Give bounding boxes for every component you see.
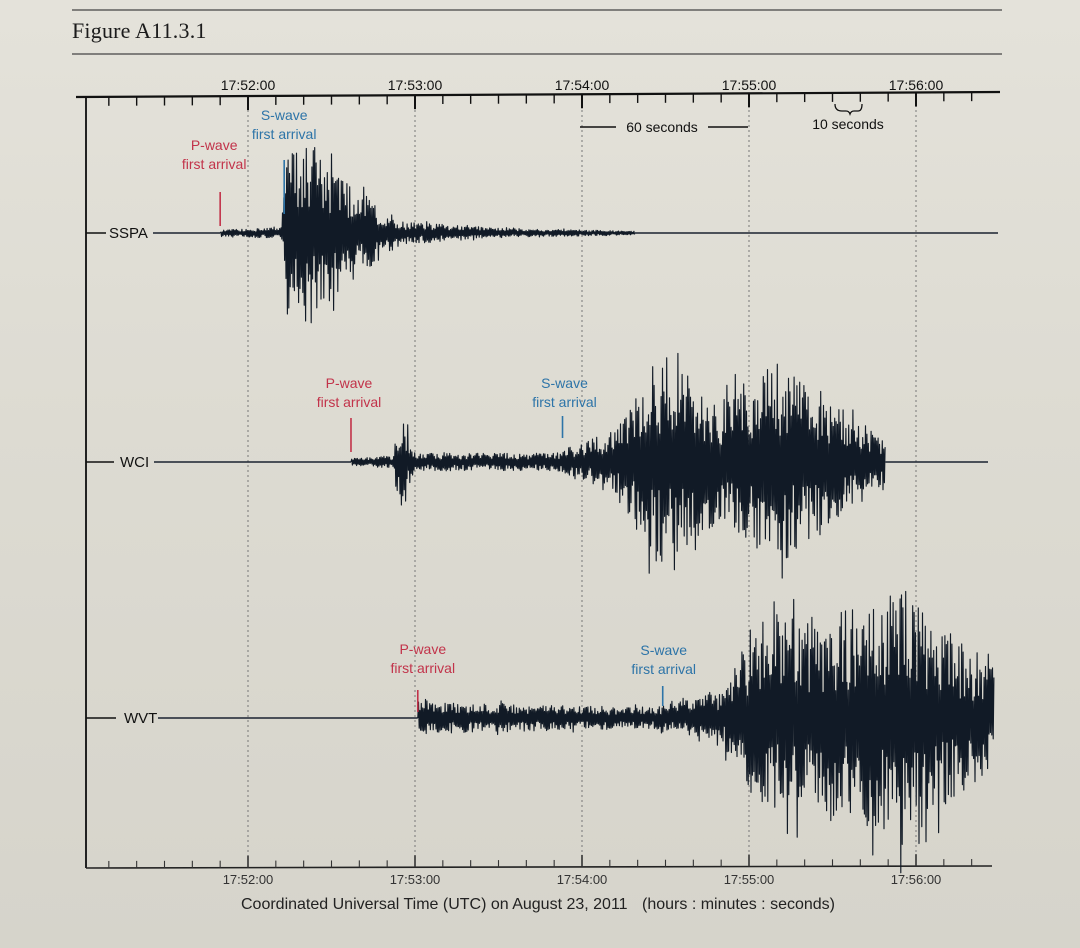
s-wave-label-wvt-0: S-wave: [640, 642, 687, 658]
x-axis-units: (hours : minutes : seconds): [642, 896, 835, 913]
p-wave-label-wvt-0: P-wave: [399, 641, 446, 657]
p-wave-label-sspa-1: first arrival: [182, 156, 247, 172]
ten-seconds-brace: [834, 103, 863, 117]
bottom-tick-label-3: 17:55:00: [724, 872, 775, 887]
station-label-wci: WCI: [120, 454, 149, 471]
s-wave-label-sspa-1: first arrival: [252, 126, 317, 142]
x-axis-title: Coordinated Universal Time (UTC) on Augu…: [241, 896, 628, 913]
axis-ticks: [108, 92, 973, 868]
top-tick-label-4: 17:56:00: [889, 77, 944, 93]
seismic-traces: SSPA WCI WVT: [86, 147, 998, 874]
ten-seconds-scale: 10 seconds: [812, 103, 884, 132]
trace-group-wci: WCI: [86, 352, 988, 579]
top-tick-label-3: 17:55:00: [722, 77, 777, 93]
seismic-trace-wvt: [417, 590, 995, 874]
top-time-axis: [75, 90, 1001, 99]
s-wave-label-sspa-0: S-wave: [261, 107, 308, 123]
s-wave-label-wci-1: first arrival: [532, 394, 597, 410]
s-wave-label-wvt-1: first arrival: [631, 661, 696, 677]
bottom-tick-label-0: 17:52:00: [223, 872, 274, 887]
seismic-trace-sspa: [219, 147, 636, 324]
top-tick-label-2: 17:54:00: [555, 77, 610, 93]
p-wave-label-wvt-1: first arrival: [391, 660, 456, 676]
trace-group-wvt: WVT: [86, 590, 995, 874]
station-label-sspa: SSPA: [109, 225, 148, 242]
sixty-seconds-label: 60 seconds: [626, 119, 698, 135]
sixty-seconds-scale: 60 seconds: [580, 119, 748, 135]
bottom-tick-labels: 17:52:00 17:53:00 17:54:00 17:55:00 17:56:00: [223, 872, 942, 887]
seismic-trace-wci: [350, 352, 886, 579]
p-wave-label-sspa-0: P-wave: [191, 137, 238, 153]
bottom-tick-label-1: 17:53:00: [390, 872, 441, 887]
arrivals-sspa: P-wave first arrival S-wave first arrival: [182, 107, 317, 226]
top-tick-labels: 17:52:00 17:53:00 17:54:00 17:55:00 17:56:00: [221, 77, 944, 93]
p-wave-label-wci-1: first arrival: [317, 394, 382, 410]
s-wave-label-wci-0: S-wave: [541, 375, 588, 391]
bottom-tick-label-4: 17:56:00: [891, 872, 942, 887]
top-tick-label-1: 17:53:00: [388, 77, 443, 93]
ten-seconds-label: 10 seconds: [812, 116, 884, 132]
top-tick-label-0: 17:52:00: [221, 77, 276, 93]
arrivals-wci: P-wave first arrival S-wave first arrival: [317, 375, 597, 452]
arrivals-wvt: P-wave first arrival S-wave first arrival: [391, 641, 696, 712]
bottom-time-axis: [85, 865, 993, 869]
bottom-tick-label-2: 17:54:00: [557, 872, 608, 887]
figure-label: Figure A11.3.1: [72, 18, 207, 43]
station-label-wvt: WVT: [124, 710, 157, 727]
x-axis-label: Coordinated Universal Time (UTC) on Augu…: [241, 896, 835, 913]
trace-group-sspa: SSPA: [86, 147, 998, 324]
p-wave-label-wci-0: P-wave: [326, 375, 373, 391]
